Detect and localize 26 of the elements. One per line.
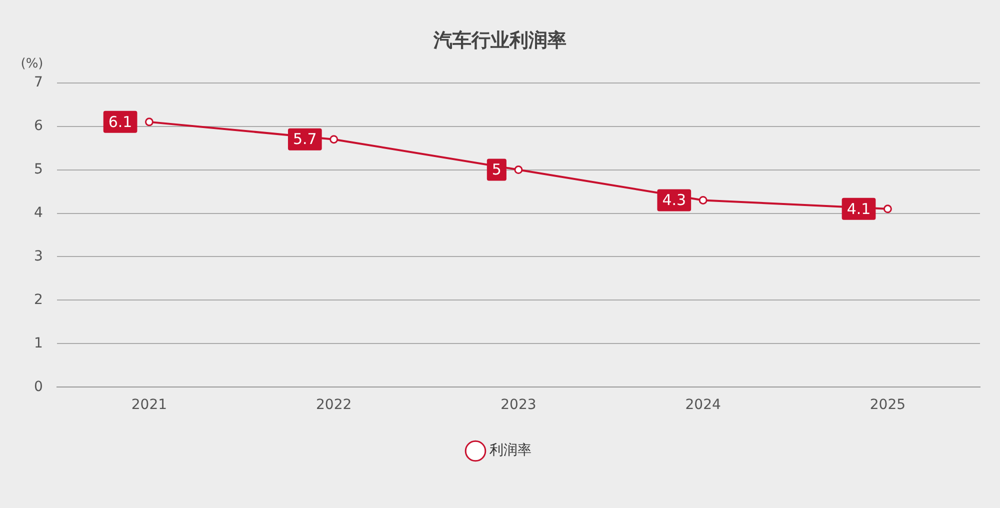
y-axis-title: (%): [20, 56, 44, 72]
x-tick-label: 2023: [500, 397, 536, 414]
y-tick-label: 7: [34, 74, 43, 90]
x-tick-label: 2022: [316, 397, 352, 414]
y-tick-label: 1: [34, 335, 43, 352]
y-tick-label: 5: [34, 161, 43, 178]
y-tick-label: 2: [34, 292, 43, 308]
y-tick-label: 0: [34, 378, 43, 395]
y-tick-label: 6: [34, 118, 43, 134]
legend-label: 利润率: [490, 442, 532, 459]
point: [698, 196, 708, 204]
y-tick-label: 3: [34, 248, 43, 264]
point: [144, 118, 154, 126]
point: [883, 204, 892, 214]
chart-title: 汽车行业利润率: [432, 29, 566, 52]
point: [514, 166, 523, 174]
data-label: 5: [492, 160, 502, 179]
data-label: 5.7: [292, 130, 317, 148]
data-label: 6.1: [108, 112, 132, 131]
x-tick-label: 2025: [870, 397, 906, 414]
data-label: 4.1: [846, 200, 871, 218]
data-label: 4.3: [662, 191, 686, 210]
x-tick-label: 2021: [131, 397, 168, 414]
point: [330, 135, 338, 144]
y-tick-label: 4: [34, 204, 43, 221]
x-tick-label: 2024: [685, 397, 721, 414]
